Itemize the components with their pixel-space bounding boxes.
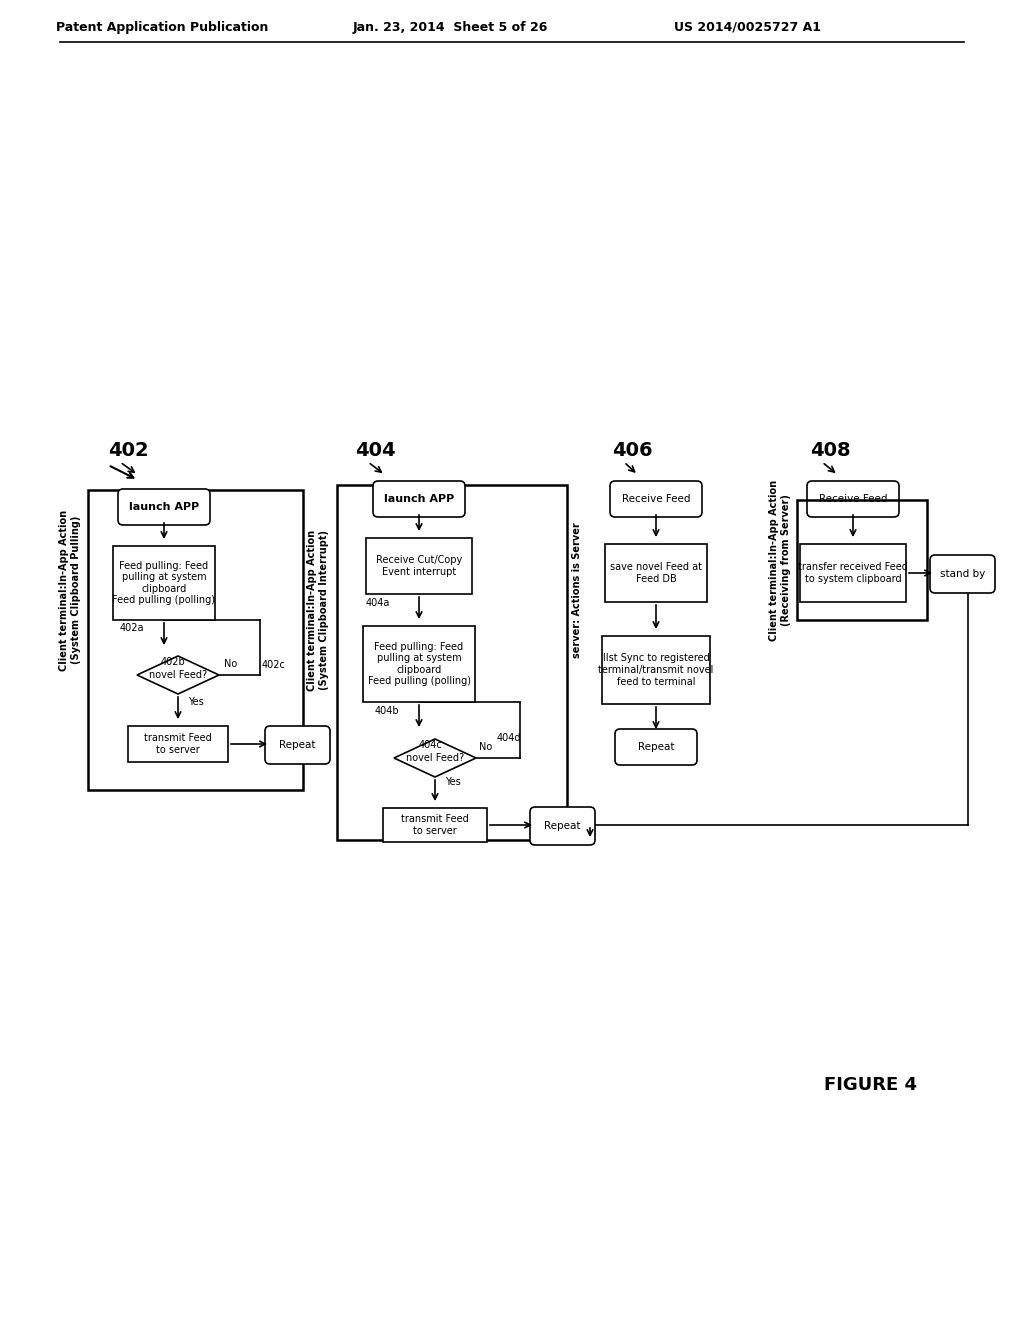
Text: 402: 402 <box>108 441 148 459</box>
FancyBboxPatch shape <box>366 539 472 594</box>
Text: launch APP: launch APP <box>384 494 454 504</box>
Text: save novel Feed at
Feed DB: save novel Feed at Feed DB <box>610 562 702 583</box>
Text: No: No <box>479 742 493 752</box>
Text: launch APP: launch APP <box>129 502 199 512</box>
FancyBboxPatch shape <box>337 484 567 840</box>
FancyBboxPatch shape <box>930 554 995 593</box>
FancyBboxPatch shape <box>118 488 210 525</box>
Text: US 2014/0025727 A1: US 2014/0025727 A1 <box>675 21 821 33</box>
FancyBboxPatch shape <box>265 726 330 764</box>
FancyBboxPatch shape <box>605 544 707 602</box>
FancyBboxPatch shape <box>362 626 475 702</box>
Text: No: No <box>224 659 238 669</box>
FancyBboxPatch shape <box>615 729 697 766</box>
Text: Feed pulling: Feed
pulling at system
clipboard
Feed pulling (polling): Feed pulling: Feed pulling at system cli… <box>113 561 215 606</box>
Text: Client terminal:In-App Action
(Receiving from Server): Client terminal:In-App Action (Receiving… <box>769 479 791 640</box>
Text: 404d: 404d <box>497 733 521 743</box>
Text: Receive Feed: Receive Feed <box>819 494 887 504</box>
Text: lIst Sync to registered
terminal/transmit novel
feed to terminal: lIst Sync to registered terminal/transmi… <box>598 653 714 686</box>
Text: Client terminal:In-App Action
(System Clipboard Pulling): Client terminal:In-App Action (System Cl… <box>59 510 81 671</box>
FancyBboxPatch shape <box>373 480 465 517</box>
Text: Client terminal:In-App Action
(System Clipboard Interrupt): Client terminal:In-App Action (System Cl… <box>307 529 329 690</box>
Text: 406: 406 <box>612 441 652 459</box>
Text: Yes: Yes <box>188 697 204 708</box>
Text: FIGURE 4: FIGURE 4 <box>823 1076 916 1094</box>
Text: 404a: 404a <box>366 598 390 609</box>
Text: 402c: 402c <box>262 660 286 671</box>
Text: Repeat: Repeat <box>280 741 315 750</box>
Text: 402a: 402a <box>120 623 144 634</box>
FancyBboxPatch shape <box>88 490 303 789</box>
Polygon shape <box>394 739 476 777</box>
Text: 408: 408 <box>810 441 851 459</box>
Polygon shape <box>137 656 219 694</box>
Text: Feed pulling: Feed
pulling at system
clipboard
Feed pulling (polling): Feed pulling: Feed pulling at system cli… <box>368 642 470 686</box>
FancyBboxPatch shape <box>807 480 899 517</box>
Text: 404: 404 <box>355 441 395 459</box>
Text: transfer received Feed
to system clipboard: transfer received Feed to system clipboa… <box>798 562 908 583</box>
Text: Repeat: Repeat <box>544 821 581 832</box>
Text: novel Feed?: novel Feed? <box>148 671 207 680</box>
Text: Receive Feed: Receive Feed <box>622 494 690 504</box>
Text: transmit Feed
to server: transmit Feed to server <box>401 814 469 836</box>
Text: stand by: stand by <box>940 569 985 579</box>
FancyBboxPatch shape <box>530 807 595 845</box>
Text: server: Actions is Server: server: Actions is Server <box>572 523 582 657</box>
Text: Jan. 23, 2014  Sheet 5 of 26: Jan. 23, 2014 Sheet 5 of 26 <box>352 21 548 33</box>
Text: 402b: 402b <box>161 657 185 667</box>
FancyBboxPatch shape <box>602 636 710 704</box>
Text: transmit Feed
to server: transmit Feed to server <box>144 733 212 755</box>
FancyBboxPatch shape <box>113 546 215 620</box>
Text: Yes: Yes <box>445 777 461 787</box>
FancyBboxPatch shape <box>610 480 702 517</box>
FancyBboxPatch shape <box>383 808 487 842</box>
FancyBboxPatch shape <box>800 544 906 602</box>
Text: Receive Cut/Copy
Event interrupt: Receive Cut/Copy Event interrupt <box>376 556 462 577</box>
Text: 404b: 404b <box>375 706 399 715</box>
Text: 404c: 404c <box>418 741 442 750</box>
Text: novel Feed?: novel Feed? <box>406 752 464 763</box>
Text: Repeat: Repeat <box>638 742 674 752</box>
Text: Patent Application Publication: Patent Application Publication <box>56 21 268 33</box>
FancyBboxPatch shape <box>128 726 228 762</box>
